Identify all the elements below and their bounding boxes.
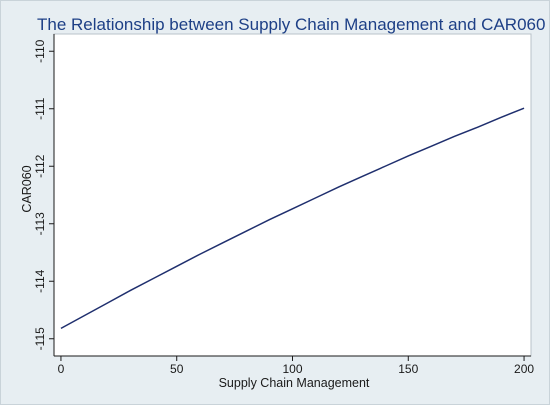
x-axis-title: Supply Chain Management: [219, 376, 370, 390]
plot-area: [53, 33, 532, 357]
y-tick-label: -115: [33, 327, 47, 350]
x-tick-label: 0: [58, 362, 65, 376]
y-tick-label: -112: [33, 154, 47, 177]
x-ticks: 0 50 100 150 200: [58, 356, 534, 376]
y-axis-title: CAR060: [20, 165, 34, 212]
x-tick-label: 150: [398, 362, 418, 376]
y-tick-label: -110: [33, 39, 47, 62]
x-tick-label: 200: [514, 362, 534, 376]
series-line: [60, 107, 525, 330]
y-tick-label: -111: [33, 97, 47, 120]
x-tick-label: 100: [282, 362, 302, 376]
x-tick-label: 50: [170, 362, 184, 376]
chart-title: The Relationship between Supply Chain Ma…: [37, 15, 546, 34]
y-tick-label: -114: [33, 269, 47, 292]
y-tick-label: -113: [33, 212, 47, 235]
y-ticks: -115 -114 -113 -112 -111 -110: [33, 39, 54, 350]
